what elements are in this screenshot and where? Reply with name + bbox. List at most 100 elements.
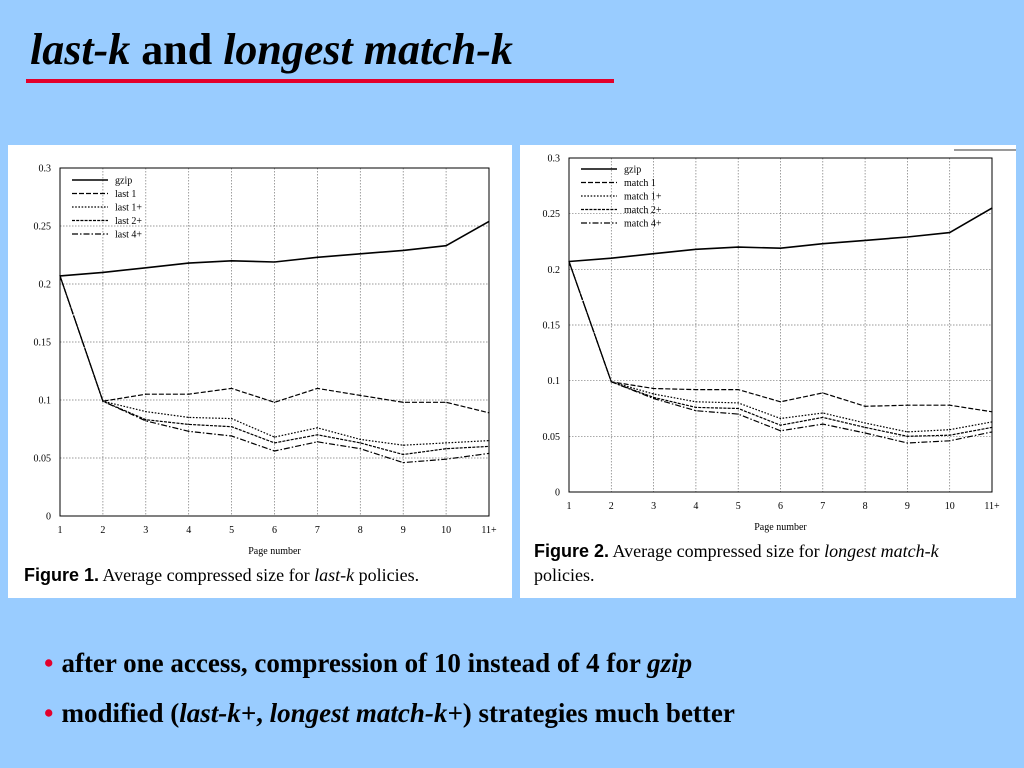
chart2-series-match-4-line: [568, 261, 993, 444]
chart2-x-tick-label: 5: [736, 501, 741, 512]
chart1-series-last-1-point: [231, 387, 233, 389]
chart2-x-tick-label: 11+: [984, 501, 1000, 512]
chart1-series-last-4-point: [316, 441, 318, 443]
chart2-x-tick-label: 7: [820, 501, 825, 512]
chart2-series-match-2-point: [779, 424, 782, 426]
chart1-legend-label-last-4: last 4+: [115, 230, 142, 241]
chart2-legend-label-gzip: gzip: [624, 165, 641, 176]
chart2-y-tick-label: 0.05: [543, 432, 561, 443]
chart2-series-match-2-point: [991, 426, 993, 429]
chart1-series-last-1-line: [59, 275, 490, 414]
chart2-series-match-4-point: [653, 397, 655, 400]
chart1-series-last-4-point: [488, 452, 490, 454]
chart1-series-last-1-point: [488, 412, 490, 414]
bullet-2-seg-4: longest match-k+: [269, 698, 463, 728]
chart2-series-match-4-point: [695, 410, 697, 412]
chart2-series-gzip-point: [864, 239, 866, 241]
chart2-series-match-1-point: [737, 402, 739, 404]
chart2-series-match-2-point: [653, 396, 655, 398]
chart1-legend-label-last-2: last 2+: [115, 216, 142, 227]
chart2-series-match-2-point: [864, 426, 866, 429]
chart1-series-last-1-point: [231, 417, 233, 420]
bullet-2-seg-1: modified (: [61, 698, 180, 728]
chart2-series-match-1-point: [906, 404, 908, 406]
chart1-legend-label-gzip: gzip: [115, 176, 132, 187]
chart1-series-gzip-point: [488, 220, 490, 222]
chart1-series-last-1-point: [402, 444, 404, 446]
chart1-series-last-4-point: [145, 420, 147, 422]
chart2-series-match-4-point: [737, 413, 739, 415]
chart2-series-match-4-point: [779, 430, 782, 432]
chart1-plot-frame: [59, 167, 490, 517]
chart1-x-tick-label: 6: [272, 525, 277, 536]
chart1-x-tick-label: 1: [58, 525, 63, 536]
chart1-series-last-2-line: [59, 275, 490, 456]
chart2-series-gzip-point: [779, 247, 782, 249]
chart1-series-last-4-point: [231, 435, 233, 437]
title-part-last-k: last-k: [30, 25, 131, 74]
chart2-series-match-2-point: [906, 435, 908, 437]
bullet-1-text: after one access, compression of 10 inst…: [61, 648, 648, 678]
chart2-y-tick-label: 0.25: [543, 209, 561, 220]
chart1-x-tick-label: 5: [229, 525, 234, 536]
chart1-series-last-4-point: [188, 430, 190, 432]
chart2-x-tick-label: 3: [651, 501, 656, 512]
chart2-x-tick-label: 10: [945, 501, 955, 512]
figure-2-caption-em: longest match-k: [824, 541, 939, 561]
chart2-series-match-1-point: [864, 405, 866, 407]
chart1-series-last-1-point: [273, 401, 276, 403]
bullet-2-seg-5: ) strategies much better: [462, 698, 735, 728]
chart1-y-tick-label: 0.15: [34, 338, 52, 349]
chart1-x-tick-label: 3: [143, 525, 148, 536]
chart1-legend: gzip last 1 last 1+ last 2+ last 4+: [72, 176, 142, 241]
chart2-series-gzip-point: [610, 257, 612, 259]
bullet-item-2: • modified (last-k+, longest match-k+) st…: [44, 694, 735, 744]
chart2-series-match-4-point: [568, 260, 570, 263]
chart1-legend-label-last-1: last 1: [115, 189, 136, 200]
chart2-series-match-1-point: [949, 429, 951, 431]
chart1-series-last-2-point: [488, 445, 490, 447]
chart2-series-gzip-point: [822, 243, 824, 245]
panel-corner-line: [954, 149, 1016, 151]
chart2-y-tick-label: 0.2: [548, 265, 561, 276]
chart1-series-gzip-point: [102, 271, 104, 273]
chart1-series-last-2-point: [231, 426, 233, 428]
chart2-x-axis-label: Page number: [754, 522, 807, 533]
chart1-x-tick-label: 11+: [481, 525, 497, 536]
chart2-series-match-1-point: [653, 387, 655, 390]
figure-2-label: Figure 2.: [534, 541, 610, 561]
chart1-y-tick-label: 0.05: [34, 454, 52, 465]
chart1-series-gzip-point: [231, 260, 233, 262]
chart1-series-last-4-point: [402, 462, 404, 464]
chart1-series-last-1-point: [445, 401, 447, 403]
chart1-x-tick-label: 9: [401, 525, 406, 536]
chart2-series-match-1-point: [906, 431, 908, 433]
figure-2-caption-pre: Average compressed size for: [609, 541, 825, 561]
bullet-marker: •: [44, 698, 54, 728]
chart2-y-tick-label: 0.15: [543, 321, 561, 332]
figure-1-label: Figure 1.: [24, 565, 100, 585]
chart1-series-gzip-point: [359, 253, 361, 255]
chart1-y-tick-label: 0.25: [34, 222, 52, 233]
chart2-legend-label-match-1: match 1+: [624, 192, 662, 203]
chart1-series-last-4-point: [59, 275, 61, 277]
figure-1-caption-post: policies.: [354, 565, 420, 585]
chart1-series-last-4-point: [102, 400, 104, 402]
chart1-series-last-4-point: [359, 448, 361, 450]
chart1-y-tick-label: 0.3: [39, 164, 52, 175]
chart2-series-match-2-point: [822, 416, 824, 419]
bullet-item-1: • after one access, compression of 10 ins…: [44, 644, 735, 694]
chart2-y-tick-label: 0.1: [548, 376, 561, 387]
chart1-x-tick-label: 7: [315, 525, 320, 536]
chart1-y-tick-label: 0.2: [39, 280, 52, 291]
chart1-series-last-4-point: [445, 458, 447, 460]
chart2-series-match-1-point: [991, 421, 993, 423]
chart2-legend-label-match-2: match 2+: [624, 205, 662, 216]
chart1-series-last-2-point: [402, 453, 404, 456]
chart2-series-match-1-point: [991, 411, 993, 413]
chart1-series-last-2-point: [445, 448, 447, 450]
chart1-series-last-1-point: [188, 393, 190, 395]
chart2-x-tick-label: 1: [567, 501, 572, 512]
bullet-2-seg-2: last-k+: [179, 698, 257, 728]
chart1-x-tick-label: 10: [441, 525, 451, 536]
